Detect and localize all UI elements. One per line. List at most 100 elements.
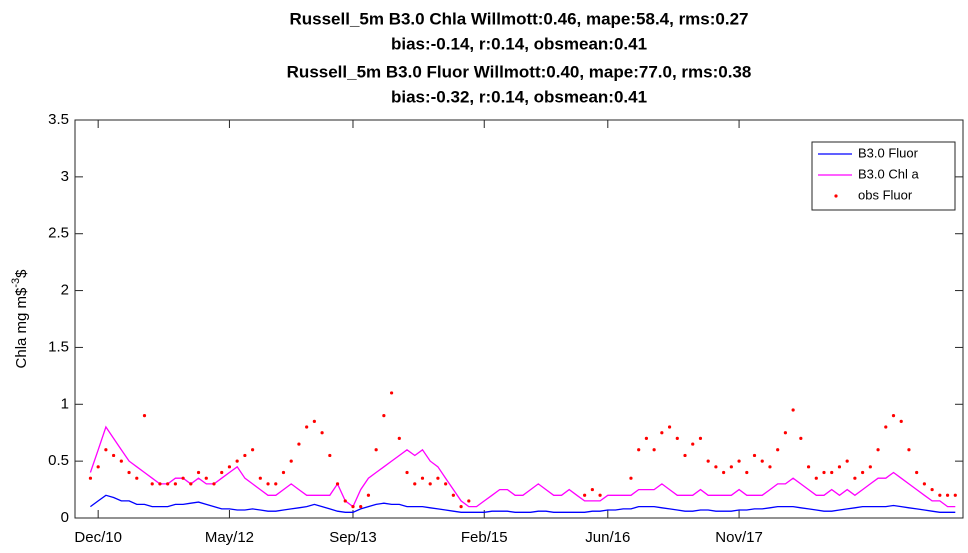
y-label-sup: -3 <box>10 278 22 288</box>
y-axis-label: Chla mg m$-3$ <box>10 269 30 369</box>
obs-point <box>637 448 641 452</box>
obs-point <box>760 459 764 463</box>
obs-point <box>868 465 872 469</box>
obs-point <box>335 482 340 486</box>
x-tick-label: Sep/13 <box>329 529 377 546</box>
obs-point <box>413 482 417 486</box>
obs-point <box>305 425 309 429</box>
obs-point <box>104 448 108 452</box>
obs-point <box>590 487 594 492</box>
obs-point <box>243 453 247 458</box>
title-line: bias:-0.32, r:0.14, obsmean:0.41 <box>391 87 647 106</box>
obs-point <box>274 482 278 486</box>
y-tick-label: 0 <box>61 509 69 526</box>
obs-point <box>945 493 950 497</box>
obs-point <box>583 493 587 497</box>
obs-point <box>683 453 687 458</box>
obs-point <box>351 505 355 509</box>
obs-point <box>629 476 633 480</box>
obs-point <box>389 391 394 395</box>
obs-point <box>158 482 162 486</box>
obs-point <box>783 431 788 435</box>
obs-point <box>189 482 193 486</box>
y-tick-label: 2.5 <box>48 225 69 242</box>
obs-point <box>644 436 649 440</box>
obs-point <box>397 436 401 440</box>
obs-point <box>142 414 147 418</box>
obs-point <box>173 482 177 486</box>
obs-point <box>953 493 957 497</box>
obs-point <box>235 459 239 463</box>
obs-point <box>112 453 116 458</box>
obs-point <box>220 470 224 475</box>
obs-point <box>722 470 726 475</box>
obs-point <box>776 448 780 452</box>
legend-label: B3.0 Chl a <box>858 166 919 181</box>
obs-point <box>814 476 818 480</box>
obs-point <box>714 465 718 469</box>
obs-point <box>312 419 316 423</box>
obs-point <box>366 493 371 497</box>
obs-point <box>451 493 455 497</box>
y-tick-label: 1 <box>61 395 69 412</box>
obs-point <box>166 482 170 486</box>
x-tick-label: Nov/17 <box>715 529 763 546</box>
obs-point <box>374 448 378 452</box>
series-line <box>89 425 956 508</box>
obs-point <box>320 431 324 435</box>
obs-point <box>667 425 672 429</box>
obs-point <box>359 505 363 509</box>
y-tick-label: 1.5 <box>48 338 69 355</box>
obs-point <box>227 465 232 469</box>
obs-point <box>822 470 826 475</box>
title-line: Russell_5m B3.0 Chla Willmott:0.46, mape… <box>289 9 748 28</box>
y-label-end: $ <box>13 269 30 278</box>
y-tick-label: 0.5 <box>48 452 69 469</box>
obs-point <box>405 470 409 475</box>
obs-point <box>420 476 425 480</box>
obs-point <box>660 431 664 435</box>
obs-point <box>428 482 432 486</box>
obs-point <box>297 442 301 446</box>
obs-point <box>752 453 757 458</box>
x-tick-label: Dec/10 <box>74 529 122 546</box>
legend-box <box>811 141 956 211</box>
obs-point <box>135 476 139 480</box>
obs-point <box>127 470 131 475</box>
legend-label: B3.0 Fluor <box>858 145 919 160</box>
obs-point <box>96 465 100 469</box>
obs-point <box>737 459 741 463</box>
obs-point <box>150 482 154 486</box>
legend-swatch <box>834 194 838 198</box>
obs-point <box>899 419 903 423</box>
obs-point <box>652 448 656 452</box>
obs-point <box>938 493 942 497</box>
obs-point <box>745 470 749 475</box>
y-tick-label: 3.5 <box>48 111 69 128</box>
obs-point <box>706 459 710 463</box>
obs-point <box>922 482 926 486</box>
obs-point <box>907 448 911 452</box>
obs-point <box>343 499 347 503</box>
obs-point <box>876 448 880 452</box>
x-tick-label: May/12 <box>205 529 254 546</box>
series-line <box>90 494 956 513</box>
obs-point <box>459 505 463 509</box>
obs-point <box>791 408 795 412</box>
obs-point <box>845 459 849 463</box>
obs-point <box>467 499 471 503</box>
obs-point <box>698 436 703 440</box>
y-label-text: Chla mg m$ <box>13 287 30 369</box>
obs-point <box>915 470 919 475</box>
obs-point <box>806 465 811 469</box>
obs-point <box>436 476 440 480</box>
obs-point <box>289 459 293 463</box>
obs-point <box>258 476 262 480</box>
obs-point <box>691 442 695 446</box>
plot-frame <box>74 119 964 519</box>
x-tick-label: Jun/16 <box>585 529 630 546</box>
obs-point <box>444 482 448 486</box>
obs-point <box>830 470 834 475</box>
title-line: bias:-0.14, r:0.14, obsmean:0.41 <box>391 34 647 53</box>
